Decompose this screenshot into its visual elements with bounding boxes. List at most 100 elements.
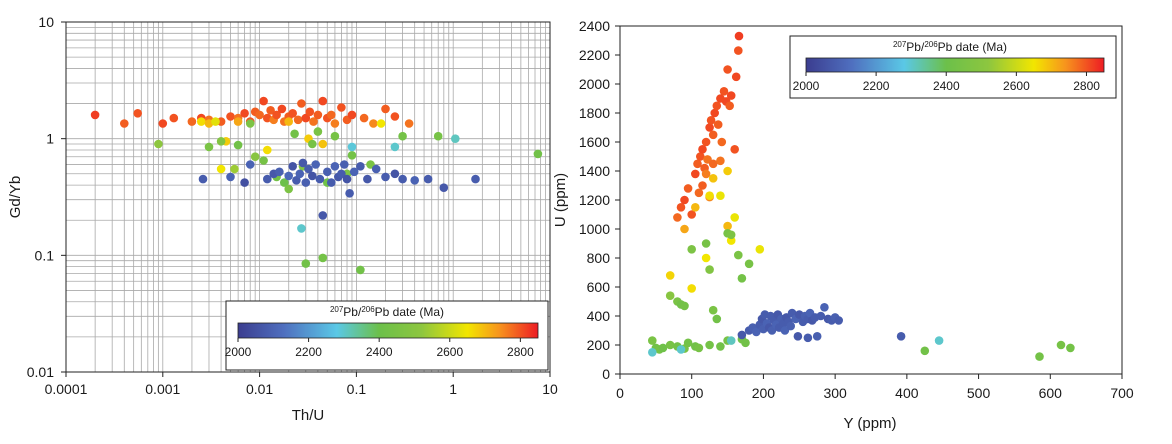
right-data-point (676, 345, 686, 354)
right-y-axis-label: U (ppm) (552, 173, 569, 227)
left-data-point (340, 160, 349, 169)
left-data-point (371, 164, 381, 174)
left-data-point (390, 169, 400, 179)
right-data-point (687, 284, 696, 293)
right-data-point (803, 333, 813, 343)
left-data-point (410, 176, 420, 185)
right-data-point (741, 338, 750, 348)
left-data-point (318, 211, 328, 220)
left-colorbar-label-2800: 2800 (507, 345, 534, 359)
left-data-point (304, 164, 313, 174)
right-data-point (691, 203, 700, 212)
left-data-point (259, 156, 268, 165)
right-data-point (665, 340, 675, 350)
right-data-point (726, 91, 736, 100)
right-data-point (744, 259, 754, 269)
right-legend-title: 207Pb/206Pb date (Ma) (893, 40, 1007, 54)
left-data-point (226, 112, 235, 121)
left-data-point (204, 119, 214, 128)
right-data-point (683, 184, 693, 193)
right-data-point (920, 346, 930, 356)
right-y-tick-label: 2400 (579, 18, 610, 34)
right-y-tick-label: 600 (587, 279, 611, 295)
right-x-tick-label: 200 (752, 385, 776, 401)
left-data-point (330, 131, 340, 141)
right-data-point (648, 336, 657, 345)
right-data-point (731, 72, 741, 82)
right-data-point (698, 181, 707, 190)
left-data-point (345, 189, 354, 198)
left-data-point (233, 140, 243, 150)
left-data-point (284, 171, 294, 181)
right-data-point (730, 145, 739, 154)
left-ticks (61, 21, 551, 377)
right-y-tick-label: 1400 (579, 163, 610, 179)
right-data-point (687, 245, 696, 254)
right-data-point (665, 291, 675, 301)
left-x-tick-label: 0.1 (347, 381, 367, 397)
left-data-point (158, 119, 168, 128)
left-data-point (313, 110, 323, 120)
left-y-tick-label: 10 (38, 14, 54, 30)
left-data-point (327, 110, 336, 120)
left-data-point (90, 110, 100, 120)
right-data-point (713, 120, 723, 129)
right-data-point (673, 213, 682, 222)
left-data-point (187, 117, 197, 126)
left-data-point (293, 115, 303, 125)
left-data-point (404, 119, 414, 128)
left-data-point (309, 117, 318, 126)
right-data-point (708, 305, 718, 315)
right-colorbar (805, 57, 1105, 73)
left-data-point (308, 171, 317, 181)
left-data-point (356, 162, 365, 171)
left-data-point (305, 107, 315, 117)
left-data-point (356, 265, 365, 275)
right-colorbar-ticks (805, 72, 1087, 76)
right-data-point (934, 336, 944, 345)
left-data-point (318, 253, 328, 263)
right-x-tick-label: 100 (680, 385, 704, 401)
right-data-point (725, 101, 734, 111)
left-data-point (284, 117, 294, 126)
right-data-point (708, 174, 718, 183)
left-data-point (245, 119, 255, 128)
right-ticks (615, 25, 1123, 379)
right-plot-frame (619, 25, 1123, 375)
left-data-point (349, 167, 359, 177)
left-data-point (297, 224, 306, 233)
left-data-point (292, 176, 301, 185)
left-x-tick-label: 0.01 (246, 381, 273, 397)
left-data-point (255, 110, 264, 120)
left-data-point (226, 172, 235, 182)
left-data-point (451, 134, 460, 143)
right-colorbar-label-2600: 2600 (1003, 79, 1030, 93)
right-data-point (726, 336, 736, 345)
right-data-point (683, 338, 693, 348)
right-data-point (705, 123, 714, 132)
left-data-point (376, 119, 386, 128)
left-data-point (423, 174, 433, 184)
left-data-point (154, 139, 163, 149)
left-data-point (272, 110, 281, 120)
gdyb-vs-thu-panel: 0.0001 0.001 0.01 0.1 1 10 0.01 0.1 1 10 Th/U Gd… (7, 14, 558, 424)
right-data-point (701, 137, 711, 147)
left-data-point (347, 142, 357, 152)
right-data-point (723, 166, 732, 176)
left-colorbar-label-2200: 2200 (295, 345, 322, 359)
left-x-axis-label: Th/U (292, 407, 325, 424)
left-y-tick-labels: 0.01 0.1 1 10 (27, 14, 54, 380)
left-data-point (301, 259, 311, 268)
left-colorbar-label-2400: 2400 (366, 345, 393, 359)
right-data-point (680, 301, 689, 311)
left-data-point (327, 178, 336, 187)
left-data-point (245, 160, 255, 169)
left-data-point (342, 174, 352, 184)
right-data-point (693, 159, 702, 169)
right-data-point (1066, 343, 1075, 353)
left-data-point (277, 104, 287, 114)
left-colorbar-label-2600: 2600 (436, 345, 463, 359)
right-data-point (680, 224, 689, 234)
right-data-point (694, 188, 704, 198)
left-data-point (233, 117, 243, 126)
